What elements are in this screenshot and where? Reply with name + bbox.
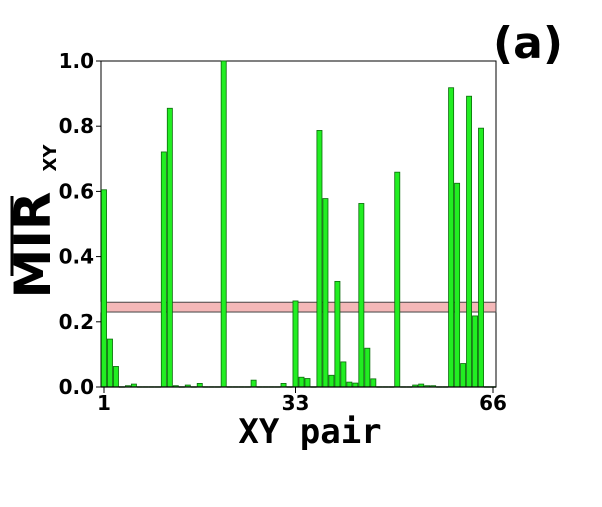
plot-area: 0.0 0.2 0.4 0.6 0.8 1.0 1 33 66	[59, 49, 507, 415]
bar	[107, 338, 113, 388]
bar	[460, 363, 467, 388]
y-tick-label: 1.0	[59, 49, 94, 73]
bar	[304, 378, 311, 388]
plot-frame	[100, 60, 497, 388]
y-tick-label: 0.4	[59, 245, 94, 269]
bar	[250, 379, 257, 388]
y-tick-label: 0.0	[59, 375, 94, 399]
x-tick-label: 66	[479, 391, 507, 415]
x-tick-label: 1	[97, 391, 111, 415]
bar	[340, 361, 347, 388]
bar	[364, 347, 371, 388]
bar	[448, 87, 455, 388]
y-axis-title: MIR XY	[4, 144, 62, 299]
bar	[454, 182, 461, 388]
y-tick-label: 0.8	[59, 114, 94, 138]
bar	[101, 189, 107, 388]
x-tick-label: 33	[282, 391, 310, 415]
bar	[466, 95, 473, 388]
y-tick-label: 0.2	[59, 310, 94, 334]
y-axis-title-subscript: XY	[40, 144, 61, 172]
bar	[334, 280, 341, 388]
bar	[113, 366, 119, 388]
bar	[346, 381, 353, 388]
bar	[292, 300, 299, 388]
bar	[370, 378, 377, 388]
bar	[478, 127, 484, 388]
bar	[358, 203, 365, 388]
bar	[166, 107, 173, 388]
y-axis-title-main: MIR	[4, 192, 62, 299]
panel-label: (a)	[493, 18, 563, 69]
bar	[328, 374, 335, 388]
bar	[472, 315, 479, 388]
y-tick-label: 0.6	[59, 179, 94, 203]
bar	[322, 198, 329, 388]
bar	[298, 376, 305, 388]
x-axis-title: XY pair	[238, 412, 381, 452]
threshold-band	[100, 301, 497, 313]
bar	[394, 171, 401, 388]
bar	[220, 60, 227, 388]
bar	[160, 151, 167, 388]
bar	[316, 130, 323, 388]
